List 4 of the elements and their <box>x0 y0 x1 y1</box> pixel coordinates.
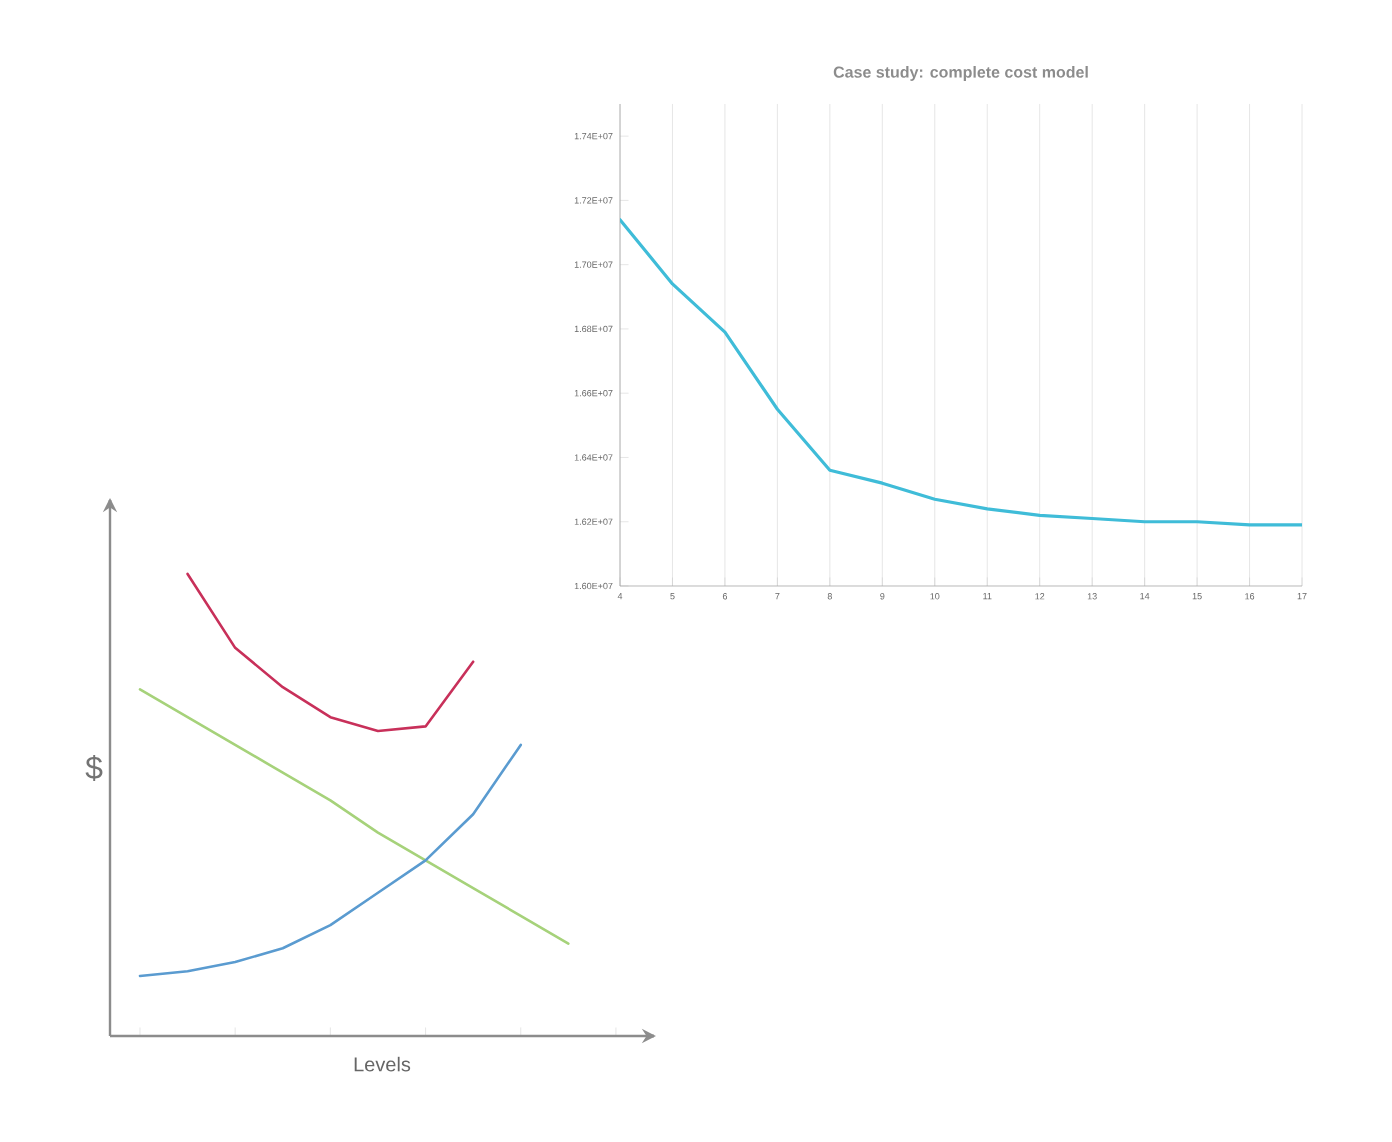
x-axis-title: Levels <box>354 1056 411 1072</box>
chart-title: Case study: complete cost model <box>833 66 1088 81</box>
line-series <box>620 218 1303 527</box>
y-axis-title: $ <box>85 755 103 781</box>
